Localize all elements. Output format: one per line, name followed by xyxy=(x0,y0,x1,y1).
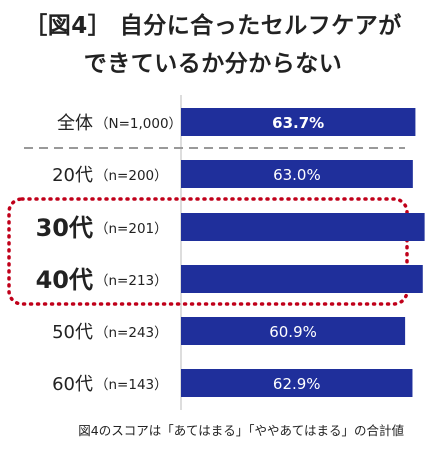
category-label-1: 20代 xyxy=(52,165,93,186)
category-label-3: 40代 xyxy=(36,266,93,294)
category-label-5: 60代 xyxy=(52,374,93,395)
data-label-0: 63.7% xyxy=(272,114,324,132)
category-label-2: 30代 xyxy=(36,214,93,242)
data-label-4: 60.9% xyxy=(269,323,317,341)
highlight-box xyxy=(7,197,409,306)
sample-size-label-1: （n=200） xyxy=(95,168,168,184)
data-label-1: 63.0% xyxy=(273,166,321,184)
sample-size-label-3: （n=213） xyxy=(95,273,168,289)
bar-2 xyxy=(181,213,425,241)
category-label-0: 全体 xyxy=(57,113,93,134)
sample-size-label-0: （N=1,000） xyxy=(95,116,182,132)
bar-5 xyxy=(181,369,413,397)
chart-title-line1: ［図4］ 自分に合ったセルフケアが xyxy=(24,13,402,39)
sample-size-label-2: （n=201） xyxy=(95,221,168,237)
chart-title-line2: できているか分からない xyxy=(83,51,343,77)
data-label-5: 62.9% xyxy=(273,375,321,393)
footnote: 図4のスコアは「あてはまる」「ややあてはまる」の合計値 xyxy=(78,423,404,438)
bar-3 xyxy=(181,265,423,293)
bar-1 xyxy=(181,160,413,188)
sample-size-label-4: （n=243） xyxy=(95,325,168,341)
category-label-4: 50代 xyxy=(52,322,93,343)
sample-size-label-5: （n=143） xyxy=(95,377,168,393)
bar-4 xyxy=(181,317,406,345)
bar-0 xyxy=(181,108,416,136)
